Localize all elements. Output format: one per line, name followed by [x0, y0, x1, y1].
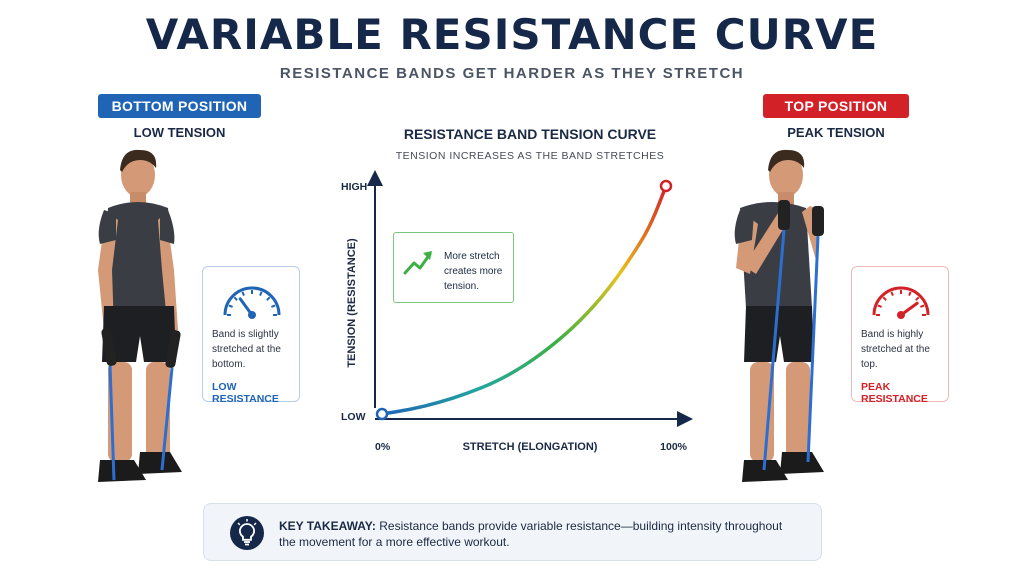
page-title: VARIABLE RESISTANCE CURVE	[145, 10, 879, 59]
man-top-position-illustration	[734, 149, 824, 482]
chart-title: RESISTANCE BAND TENSION CURVE	[403, 126, 657, 142]
key-takeaway-box: KEY TAKEAWAY: Resistance bands provide v…	[203, 503, 822, 561]
x-tick-100: 100%	[660, 441, 688, 453]
peak-resistance-card: Band is highly stretched at the top. PEA…	[851, 266, 949, 405]
man-bottom-position-illustration	[98, 149, 182, 482]
curve-end-point	[659, 179, 673, 193]
curve-start-point	[375, 407, 389, 421]
bottom-position-badge: BOTTOM POSITION	[98, 94, 261, 118]
page-subtitle: RESISTANCE BANDS GET HARDER AS THEY STRE…	[279, 65, 745, 82]
x-tick-0: 0%	[375, 441, 391, 453]
y-tick-high: HIGH	[341, 181, 367, 193]
tension-curve-chart: HIGH LOW 0% 100% STRETCH (ELONGATION) TE…	[341, 170, 693, 453]
y-axis-label: TENSION (RESISTANCE)	[346, 238, 358, 368]
low-gauge-icon	[223, 286, 281, 319]
low-resistance-description: Band is slightly stretched at the bottom…	[212, 329, 281, 370]
top-position-badge: TOP POSITION	[763, 94, 909, 118]
takeaway-text: KEY TAKEAWAY: Resistance bands provide v…	[279, 518, 799, 550]
x-axis-label: STRETCH (ELONGATION)	[463, 441, 598, 453]
peak-tension-caption: PEAK TENSION	[787, 125, 885, 140]
low-resistance-card: Band is slightly stretched at the bottom…	[202, 266, 300, 405]
callout-text: More stretch creates more tension.	[444, 251, 503, 292]
lightbulb-icon	[230, 516, 264, 550]
y-tick-low: LOW	[341, 411, 366, 423]
trend-up-arrow-icon	[403, 251, 432, 275]
takeaway-body: Resistance bands provide variable resist…	[279, 519, 783, 549]
chart-subtitle: TENSION INCREASES AS THE BAND STRETCHES	[395, 150, 665, 162]
low-tension-caption: LOW TENSION	[133, 125, 226, 140]
peak-resistance-description: Band is highly stretched at the top.	[861, 329, 930, 370]
low-resistance-label: LOW RESISTANCE	[212, 381, 279, 405]
stretch-callout: More stretch creates more tension.	[393, 232, 514, 303]
peak-resistance-label: PEAK RESISTANCE	[861, 381, 928, 405]
peak-gauge-icon	[872, 286, 930, 319]
takeaway-label: KEY TAKEAWAY:	[279, 519, 376, 533]
tension-curve-line	[380, 184, 668, 416]
